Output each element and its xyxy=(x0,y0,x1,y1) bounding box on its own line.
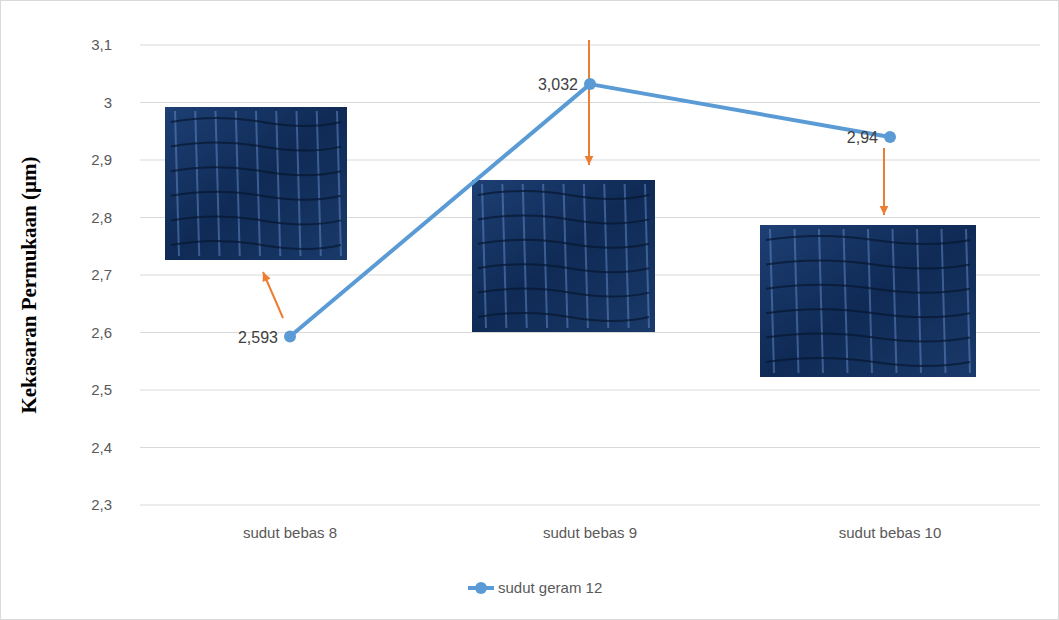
texture xyxy=(236,111,240,256)
grid-line xyxy=(140,447,1040,448)
tick-label: 3 xyxy=(104,94,112,111)
data-label: 3,032 xyxy=(538,76,578,93)
data-label: 2,94 xyxy=(847,129,878,146)
arrow-head xyxy=(585,156,594,165)
texture xyxy=(584,184,588,328)
plot-area xyxy=(284,78,896,342)
arrow xyxy=(588,40,590,165)
tick-label: 2,7 xyxy=(91,266,112,283)
texture xyxy=(171,167,341,175)
micrograph-bg xyxy=(472,180,655,332)
texture xyxy=(942,229,946,373)
tick-label: 2,4 xyxy=(91,439,112,456)
tick-label: 2,6 xyxy=(91,324,112,341)
texture xyxy=(317,111,321,256)
grid-line xyxy=(140,390,1040,391)
texture xyxy=(502,184,506,328)
texture xyxy=(645,184,649,328)
arrow-head xyxy=(880,206,889,215)
category-label: sudut bebas 10 xyxy=(839,524,942,541)
texture xyxy=(543,184,547,328)
tick-label: 2,5 xyxy=(91,381,112,398)
arrow-head xyxy=(263,272,271,282)
point xyxy=(884,131,896,143)
texture xyxy=(766,334,970,342)
texture xyxy=(256,111,260,256)
point xyxy=(584,78,596,90)
micrograph xyxy=(165,107,347,260)
tick-label: 2,3 xyxy=(91,496,112,513)
texture xyxy=(171,118,341,126)
arrow xyxy=(263,272,283,318)
texture xyxy=(216,111,220,256)
category-label: sudut bebas 8 xyxy=(243,524,337,541)
texture xyxy=(171,192,341,200)
point xyxy=(284,331,296,343)
series-line xyxy=(290,84,890,336)
texture xyxy=(171,241,341,249)
texture xyxy=(844,229,848,373)
texture xyxy=(478,264,649,272)
texture xyxy=(868,229,872,373)
texture xyxy=(604,184,608,328)
micrograph-bg xyxy=(165,107,347,260)
texture xyxy=(478,289,649,297)
arrow xyxy=(883,148,885,215)
texture xyxy=(766,358,970,366)
chart: 2,3 2,4 2,5 2,6 2,7 2,8 2,9 3 3,1 sudut bebas 8 su… xyxy=(0,0,1059,620)
texture xyxy=(766,309,970,317)
texture xyxy=(195,111,199,256)
texture xyxy=(337,111,341,256)
category-label: sudut bebas 9 xyxy=(543,524,637,541)
texture xyxy=(625,184,629,328)
texture xyxy=(766,236,970,244)
texture xyxy=(917,229,921,373)
texture xyxy=(478,313,649,321)
texture xyxy=(966,229,970,373)
texture xyxy=(819,229,823,373)
micrograph xyxy=(760,225,976,377)
texture xyxy=(478,240,649,248)
texture xyxy=(478,215,649,223)
axis-title: Kekasaran Permukaan (µm) xyxy=(17,156,41,413)
texture xyxy=(171,143,341,151)
texture xyxy=(564,184,568,328)
texture xyxy=(766,285,970,293)
legend-marker xyxy=(475,582,487,594)
texture xyxy=(482,184,486,328)
legend-label: sudut geram 12 xyxy=(498,579,602,596)
chart-frame xyxy=(1,1,1059,620)
data-label: 2,593 xyxy=(238,329,278,346)
tick-label: 2,9 xyxy=(91,151,112,168)
legend: sudut geram 12 xyxy=(468,579,602,596)
texture xyxy=(893,229,897,373)
texture xyxy=(478,191,649,199)
micrograph-bg xyxy=(760,225,976,377)
grid-line xyxy=(140,505,1040,506)
texture xyxy=(175,111,179,256)
texture xyxy=(523,184,527,328)
tick-label: 2,8 xyxy=(91,209,112,226)
tick-label: 3,1 xyxy=(91,36,112,53)
texture xyxy=(770,229,774,373)
texture xyxy=(297,111,301,256)
texture xyxy=(766,260,970,268)
texture xyxy=(276,111,280,256)
texture xyxy=(171,216,341,224)
micrograph xyxy=(472,180,655,332)
texture xyxy=(795,229,799,373)
